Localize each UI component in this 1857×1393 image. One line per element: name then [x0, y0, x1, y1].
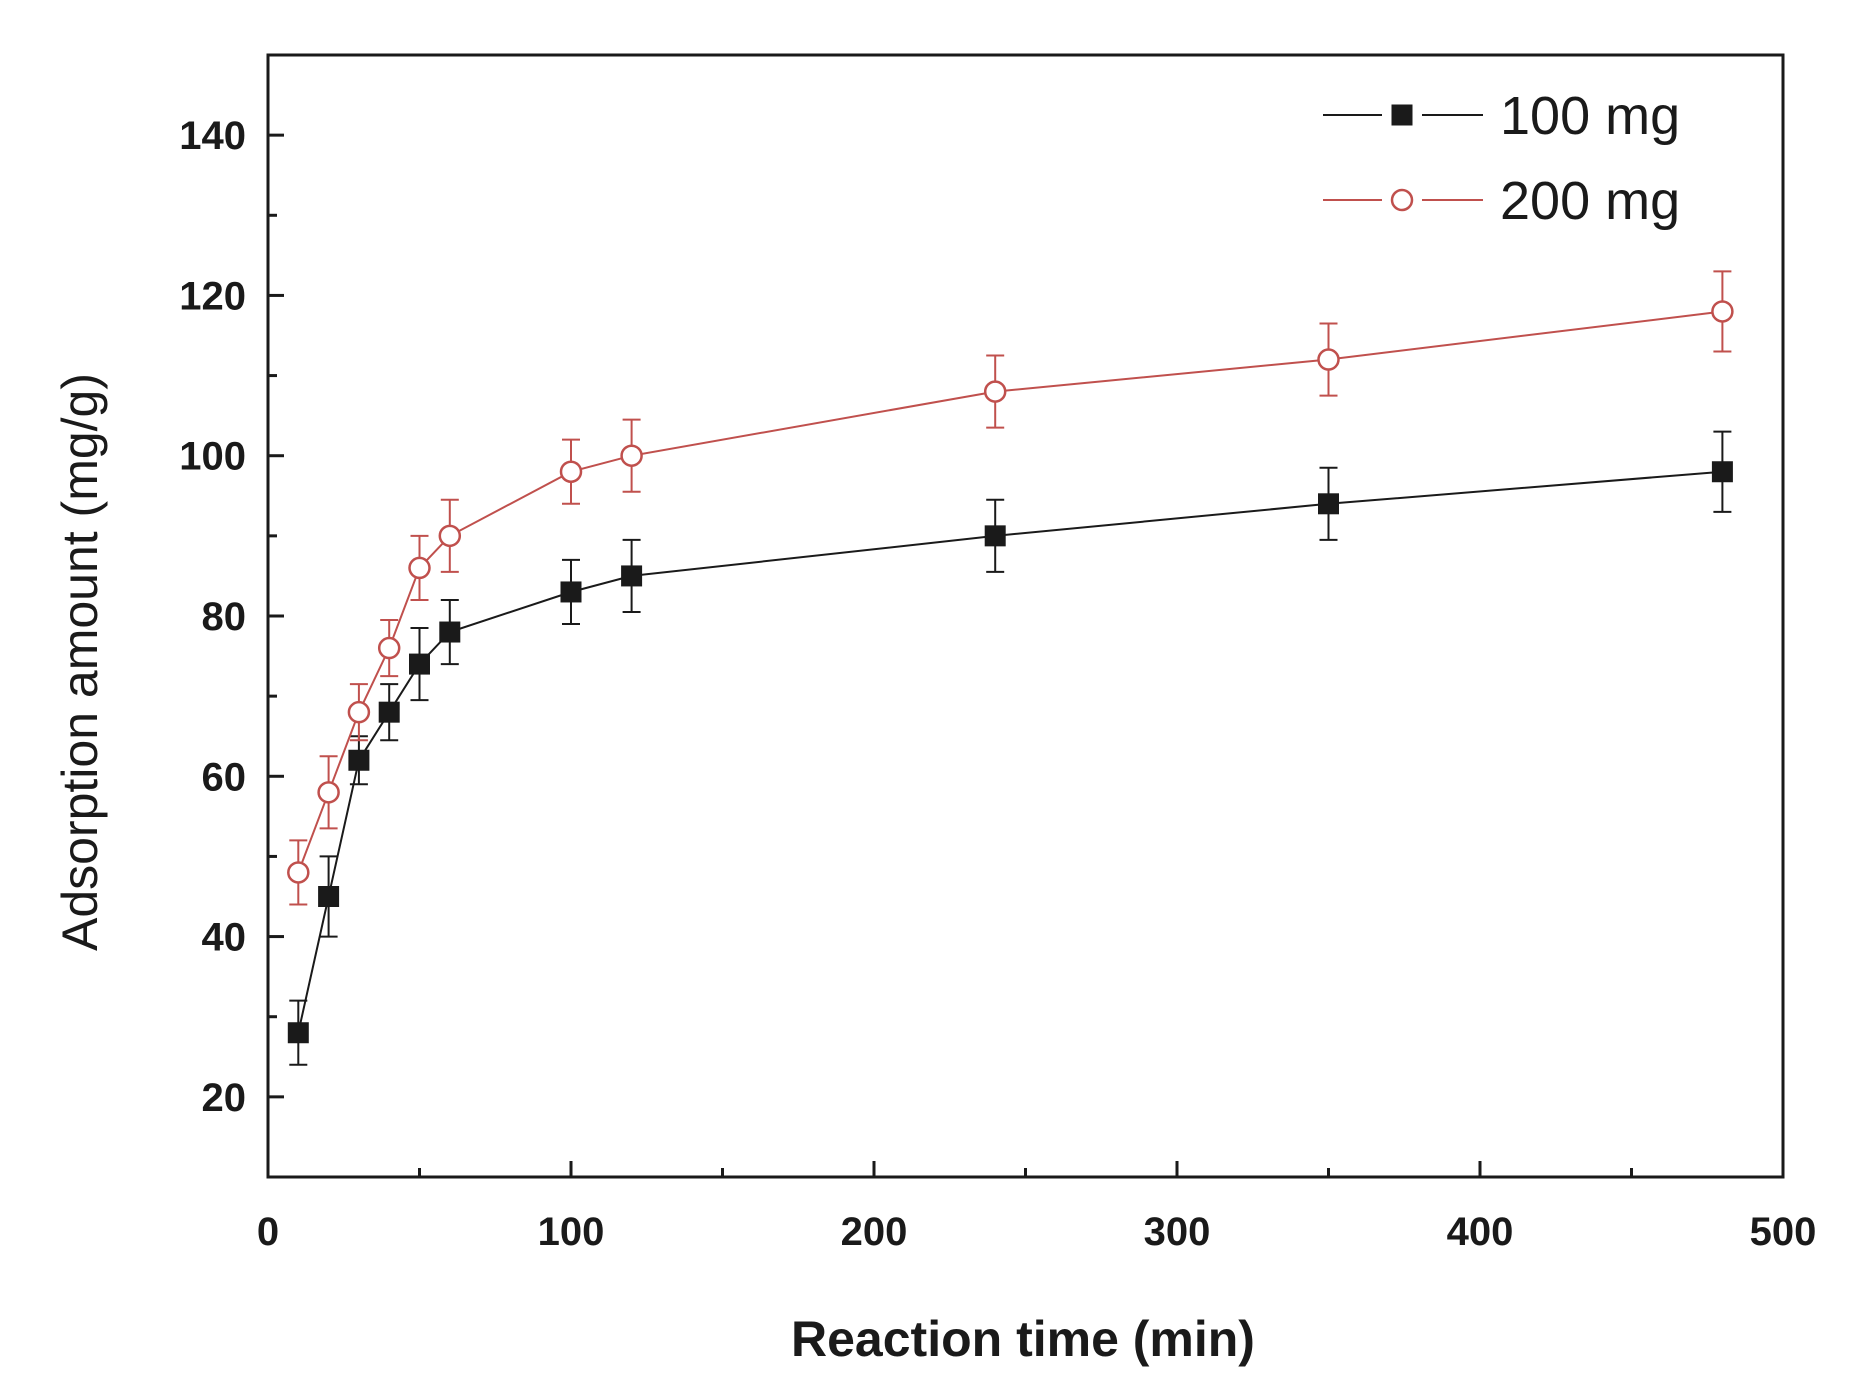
legend-marker [1391, 104, 1413, 126]
data-point [621, 565, 643, 587]
data-point [287, 861, 310, 884]
data-point [317, 781, 340, 804]
series-group [287, 270, 1734, 1066]
legend-item: 100 mg [1323, 86, 1680, 146]
data-point [1317, 348, 1340, 371]
x-tick-label: 300 [1144, 1210, 1211, 1254]
data-point [620, 444, 643, 467]
y-tick-label: 60 [202, 755, 247, 799]
legend-label: 100 mg [1500, 86, 1680, 146]
data-point [409, 653, 430, 675]
y-tick-label: 140 [179, 114, 246, 158]
data-point [408, 556, 431, 580]
x-tick-label: 400 [1447, 1210, 1514, 1254]
data-point [438, 524, 462, 548]
y-axis-title: Adsorption amount (mg/g) [52, 373, 108, 951]
data-point [983, 380, 1007, 403]
data-point [1711, 461, 1733, 483]
x-tick-label: 100 [538, 1210, 605, 1254]
data-point [347, 700, 371, 724]
data-point [377, 636, 401, 660]
series-200-mg [287, 270, 1734, 906]
series-line [297, 470, 1723, 1033]
y-tick-label: 100 [179, 435, 246, 479]
legend-item: 200 mg [1323, 171, 1680, 231]
data-point [559, 460, 583, 483]
axis-ticks-group: 0 100 200 300 400 500 20 40 60 80 100 120 140 [179, 53, 1817, 1254]
y-tick-label: 40 [202, 916, 247, 960]
legend-label: 200 mg [1500, 171, 1680, 231]
data-point [984, 525, 1006, 547]
legend: 100 mg 200 mg [1323, 86, 1680, 231]
data-point [287, 1022, 309, 1044]
data-point [1711, 300, 1734, 323]
x-axis-title: Reaction time (min) [791, 1311, 1255, 1367]
data-point [348, 749, 370, 771]
data-point [439, 621, 461, 643]
data-point [378, 701, 400, 723]
legend-marker [1390, 188, 1414, 212]
x-tick-label: 200 [841, 1210, 908, 1254]
series-100-mg [287, 430, 1733, 1066]
x-tick-label: 500 [1750, 1210, 1817, 1254]
data-point [1318, 493, 1339, 515]
y-tick-label: 80 [202, 595, 247, 639]
y-tick-label: 120 [179, 274, 246, 318]
data-point [560, 581, 582, 603]
y-tick-label: 20 [202, 1076, 247, 1120]
x-tick-label: 0 [257, 1210, 279, 1254]
data-point [318, 886, 340, 907]
series-line [297, 310, 1723, 873]
